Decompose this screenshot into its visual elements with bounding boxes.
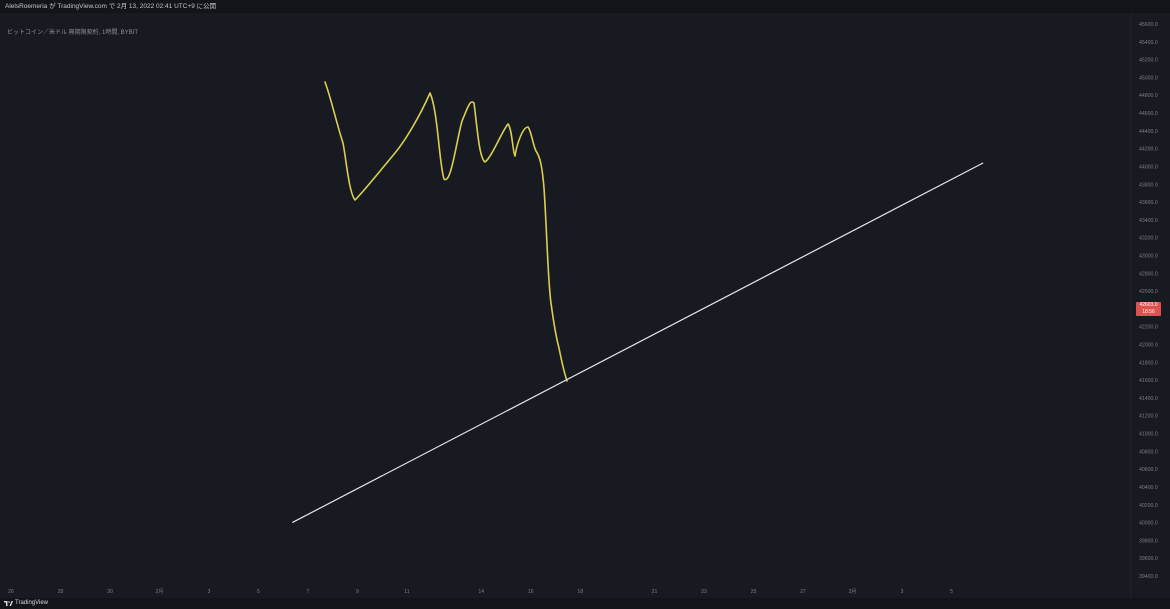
time-tick-label: 23 bbox=[701, 589, 707, 595]
trendline[interactable] bbox=[291, 162, 984, 524]
price-tick-label: 44800.0 bbox=[1139, 93, 1158, 99]
price-tick-label: 43000.0 bbox=[1139, 253, 1158, 259]
price-tick-label: 39600.0 bbox=[1139, 556, 1158, 562]
current-price-label: 42603.0 bbox=[1139, 302, 1158, 308]
price-tick-label: 42800.0 bbox=[1139, 271, 1158, 277]
price-tick-label: 44000.0 bbox=[1139, 164, 1158, 170]
price-tick-label: 41800.0 bbox=[1139, 360, 1158, 366]
price-tick-label: 41400.0 bbox=[1139, 396, 1158, 402]
drawing-layer bbox=[291, 81, 984, 524]
price-tick-label: 40600.0 bbox=[1139, 467, 1158, 473]
time-tick-label: 3月 bbox=[848, 588, 856, 595]
price-tick-label: 45200.0 bbox=[1139, 58, 1158, 64]
current-price-tag: 42603.0 18:56 bbox=[1136, 302, 1161, 316]
time-axis[interactable]: 26 28 30 2月 3 5 7 9 11 14 16 18 21 23 25 27 3月 3 5 bbox=[8, 588, 953, 595]
time-tick-label: 18 bbox=[577, 589, 583, 595]
price-tick-label: 45000.0 bbox=[1139, 75, 1158, 81]
price-axis[interactable]: 45600.0 45400.0 45200.0 45000.0 44800.0 44600… bbox=[1139, 22, 1158, 580]
publication-header: AlelsRoemeria が TradingView.com で 2月 13,… bbox=[0, 0, 1170, 13]
price-tick-label: 40400.0 bbox=[1139, 485, 1158, 491]
time-tick-label: 28 bbox=[58, 589, 64, 595]
price-tick-label: 44400.0 bbox=[1139, 129, 1158, 135]
current-price-countdown: 18:56 bbox=[1142, 309, 1155, 315]
time-tick-label: 21 bbox=[652, 589, 658, 595]
tradingview-logo-icon bbox=[4, 601, 13, 606]
time-tick-label: 14 bbox=[478, 589, 484, 595]
freehand-price-drawing[interactable] bbox=[324, 81, 568, 382]
price-tick-label: 41200.0 bbox=[1139, 414, 1158, 420]
time-tick-label: 3 bbox=[208, 589, 211, 595]
price-tick-label: 44600.0 bbox=[1139, 111, 1158, 117]
price-tick-label: 39400.0 bbox=[1139, 574, 1158, 580]
time-tick-label: 2月 bbox=[155, 588, 163, 595]
time-tick-label: 27 bbox=[800, 589, 806, 595]
price-tick-label: 43400.0 bbox=[1139, 218, 1158, 224]
time-tick-label: 3 bbox=[901, 589, 904, 595]
time-tick-label: 26 bbox=[8, 589, 14, 595]
price-tick-label: 41000.0 bbox=[1139, 432, 1158, 438]
chart-canvas[interactable]: 45600.0 45400.0 45200.0 45000.0 44800.0 44600… bbox=[0, 13, 1170, 598]
price-tick-label: 45400.0 bbox=[1139, 40, 1158, 46]
price-tick-label: 42000.0 bbox=[1139, 343, 1158, 349]
time-tick-label: 16 bbox=[528, 589, 534, 595]
time-tick-label: 5 bbox=[950, 589, 953, 595]
footer-brand: TradingView bbox=[15, 600, 49, 606]
time-tick-label: 25 bbox=[751, 589, 757, 595]
time-tick-label: 7 bbox=[307, 589, 310, 595]
price-tick-label: 40200.0 bbox=[1139, 503, 1158, 509]
time-tick-label: 9 bbox=[356, 589, 359, 595]
price-tick-label: 43800.0 bbox=[1139, 182, 1158, 188]
symbol-info: ビットコイン／米ドル 無期限契約, 1時間, BYBIT bbox=[7, 30, 139, 36]
price-tick-label: 45600.0 bbox=[1139, 22, 1158, 28]
price-tick-label: 40800.0 bbox=[1139, 449, 1158, 455]
price-tick-label: 42600.0 bbox=[1139, 289, 1158, 295]
price-tick-label: 44200.0 bbox=[1139, 147, 1158, 153]
price-tick-label: 43200.0 bbox=[1139, 236, 1158, 242]
footer: TradingView bbox=[0, 598, 1170, 609]
price-tick-label: 39800.0 bbox=[1139, 538, 1158, 544]
time-tick-label: 30 bbox=[107, 589, 113, 595]
price-tick-label: 42200.0 bbox=[1139, 325, 1158, 331]
price-tick-label: 40000.0 bbox=[1139, 521, 1158, 527]
time-tick-label: 11 bbox=[404, 589, 409, 595]
time-tick-label: 5 bbox=[257, 589, 260, 595]
price-tick-label: 43600.0 bbox=[1139, 200, 1158, 206]
chart-area[interactable]: 45600.0 45400.0 45200.0 45000.0 44800.0 44600… bbox=[0, 13, 1170, 598]
publication-caption: AlelsRoemeria が TradingView.com で 2月 13,… bbox=[5, 3, 217, 10]
price-tick-label: 41600.0 bbox=[1139, 378, 1158, 384]
